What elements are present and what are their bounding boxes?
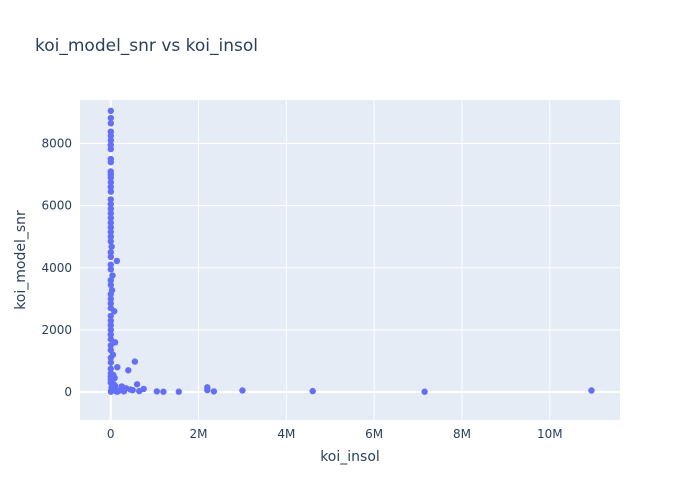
- data-point: [204, 386, 211, 394]
- data-point: [110, 381, 118, 388]
- data-point: [107, 137, 115, 144]
- data-point: [107, 266, 115, 273]
- data-point: [107, 300, 114, 307]
- x-axis-title: koi_insol: [320, 449, 380, 465]
- data-point: [107, 249, 114, 256]
- data-point: [107, 210, 114, 217]
- data-point: [107, 179, 115, 186]
- y-axis-title: koi_model_snr: [13, 210, 29, 310]
- data-point: [107, 238, 114, 245]
- data-point: [107, 205, 115, 212]
- data-point: [107, 107, 115, 115]
- data-point: [421, 388, 428, 395]
- data-point: [111, 308, 118, 315]
- data-point: [113, 257, 121, 265]
- y-tick-label: 8000: [41, 136, 72, 150]
- y-grid: [80, 142, 620, 394]
- chart-title: koi_model_snr vs koi_insol: [35, 36, 258, 56]
- data-point: [107, 114, 115, 122]
- data-point: [107, 295, 115, 303]
- data-point: [131, 358, 139, 365]
- plot-area: [80, 100, 620, 420]
- data-point: [588, 387, 595, 394]
- data-point: [107, 322, 114, 329]
- data-point: [107, 326, 115, 334]
- data-point: [107, 312, 114, 320]
- y-tick-label: 4000: [41, 261, 72, 275]
- data-point: [107, 224, 115, 231]
- data-point: [107, 253, 115, 261]
- data-point: [107, 342, 114, 349]
- data-point: [107, 317, 115, 324]
- x-axis-ticks: 0 2M 4M 6M 8M 10M: [107, 427, 563, 441]
- data-point: [107, 174, 114, 181]
- data-point: [107, 290, 114, 298]
- data-point: [107, 183, 114, 191]
- data-point: [210, 388, 218, 395]
- data-point: [114, 388, 121, 395]
- data-point: [107, 158, 115, 166]
- data-point: [107, 331, 114, 338]
- data-point: [107, 233, 115, 240]
- x-tick-label: 10M: [537, 427, 563, 441]
- data-point: [120, 388, 128, 395]
- data-point: [239, 387, 246, 394]
- data-point: [107, 188, 115, 195]
- x-tick-label: 4M: [277, 427, 295, 441]
- data-point: [107, 359, 115, 366]
- data-point: [153, 388, 161, 395]
- data-point: [107, 276, 114, 284]
- data-point: [127, 386, 134, 393]
- data-points: [107, 107, 595, 395]
- data-point: [107, 145, 115, 153]
- data-point: [309, 387, 316, 395]
- data-point: [108, 243, 115, 250]
- data-point: [107, 354, 114, 362]
- y-tick-label: 2000: [41, 323, 72, 337]
- data-point: [107, 120, 115, 127]
- data-point: [107, 281, 115, 289]
- data-point: [175, 388, 182, 395]
- y-axis-ticks: 0 2000 4000 6000 8000: [41, 136, 72, 399]
- data-point: [160, 388, 167, 395]
- data-point: [114, 363, 121, 371]
- x-tick-label: 8M: [453, 427, 471, 441]
- data-point: [107, 214, 115, 222]
- data-point: [133, 381, 141, 388]
- x-tick-label: 2M: [190, 427, 208, 441]
- data-point: [125, 367, 132, 374]
- data-point: [107, 132, 115, 139]
- data-point: [107, 365, 114, 372]
- data-point: [136, 387, 143, 395]
- y-tick-label: 0: [64, 385, 72, 399]
- data-point: [107, 200, 114, 208]
- data-point: [107, 196, 114, 203]
- y-tick-label: 6000: [41, 199, 72, 213]
- data-point: [107, 228, 114, 236]
- data-point: [107, 219, 114, 226]
- x-tick-label: 6M: [365, 427, 383, 441]
- data-point: [107, 261, 114, 268]
- x-tick-label: 0: [107, 427, 115, 441]
